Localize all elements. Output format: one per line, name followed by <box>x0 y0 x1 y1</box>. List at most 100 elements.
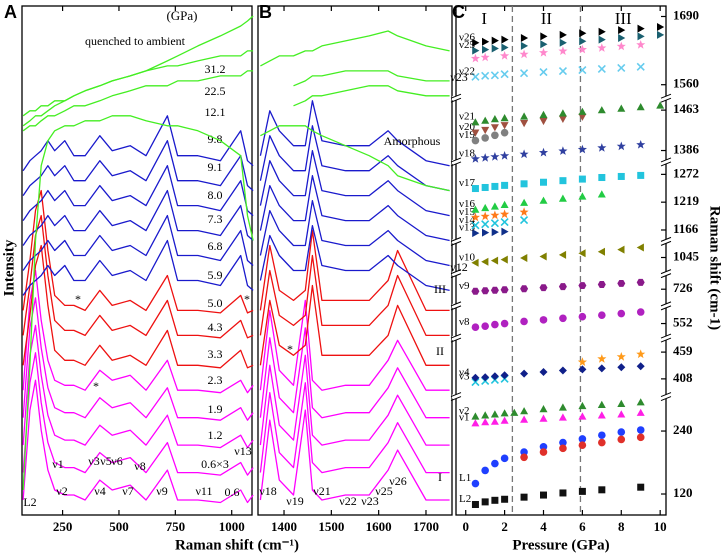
annotation: ν23 <box>361 494 378 508</box>
point <box>520 254 528 262</box>
point <box>538 147 549 157</box>
annotation: ν1 <box>52 457 63 471</box>
point <box>520 317 528 326</box>
point <box>481 466 489 475</box>
point <box>500 70 509 79</box>
point <box>559 177 567 185</box>
point <box>597 281 606 288</box>
point <box>471 479 480 488</box>
point <box>471 258 479 267</box>
axis-break-mark <box>450 333 462 343</box>
x-tick-label: 500 <box>109 519 129 534</box>
point <box>617 435 626 444</box>
point <box>510 408 519 416</box>
point <box>520 112 529 120</box>
axis-break <box>662 96 670 101</box>
spectrum-label: 1.9 <box>208 402 223 416</box>
point <box>578 249 586 258</box>
point <box>481 126 490 135</box>
spectrum-label: 9.1 <box>208 160 223 174</box>
point <box>578 487 586 495</box>
point <box>482 228 490 237</box>
point <box>636 349 646 359</box>
annotation: ν25 <box>375 484 392 498</box>
point <box>520 120 529 128</box>
phase-label: III <box>615 9 632 28</box>
y-tick-label: 459 <box>673 343 693 358</box>
point <box>578 107 587 115</box>
spectrum <box>259 100 450 167</box>
point <box>500 409 509 417</box>
point <box>636 433 645 442</box>
spectrum-label: 6.8 <box>208 239 223 253</box>
axis-break <box>452 96 460 101</box>
point <box>491 320 499 329</box>
point <box>480 153 490 162</box>
point <box>490 115 499 123</box>
point <box>471 287 480 295</box>
point <box>471 72 480 81</box>
spectrum <box>259 284 450 366</box>
point <box>491 182 499 190</box>
point <box>539 368 548 376</box>
point <box>500 209 510 219</box>
point <box>617 280 626 287</box>
point <box>636 243 644 252</box>
point <box>538 47 549 57</box>
x-tick-label: 1000 <box>219 519 245 534</box>
spectrum-label: 1.2 <box>208 428 223 442</box>
y-axis-title: Intensity <box>1 239 17 296</box>
annotation: ν19 <box>286 494 303 508</box>
point <box>472 229 480 238</box>
point <box>501 43 509 52</box>
series-label: ν2 <box>459 405 469 417</box>
point <box>636 426 645 434</box>
plot-frame <box>455 5 667 516</box>
spectrum-label: 4.3 <box>208 320 223 334</box>
panel-letter: A <box>4 2 17 22</box>
point <box>617 363 626 372</box>
point <box>539 252 547 261</box>
point <box>558 413 567 421</box>
series-label: ν20 <box>459 121 475 133</box>
point <box>618 34 626 42</box>
point <box>578 412 587 420</box>
point <box>617 63 626 72</box>
y-tick-label: 726 <box>673 280 693 295</box>
point <box>578 401 587 410</box>
spectrum <box>293 85 450 107</box>
point <box>500 122 509 130</box>
series-label: ν1 <box>459 412 469 424</box>
point <box>597 364 606 373</box>
point <box>480 211 490 221</box>
series-label: ν13 <box>459 222 475 234</box>
axis-break-mark <box>660 333 672 343</box>
series-label: ν18 <box>459 147 475 159</box>
point <box>471 412 480 420</box>
spectrum-label: 5.0 <box>208 296 223 310</box>
point <box>540 40 548 49</box>
point <box>558 403 567 411</box>
annotation: I <box>438 470 442 484</box>
point <box>559 489 567 497</box>
point <box>471 136 480 145</box>
point <box>520 198 529 206</box>
point <box>481 71 490 80</box>
point <box>558 109 567 117</box>
point <box>490 202 499 210</box>
point <box>617 309 626 318</box>
point <box>490 71 499 80</box>
axis-break-mark <box>450 392 462 402</box>
axis-break-mark <box>450 301 462 311</box>
point <box>490 124 499 132</box>
point <box>559 30 567 39</box>
plot-frame <box>257 5 453 516</box>
point <box>637 483 645 491</box>
axis-break-mark <box>450 236 462 246</box>
point <box>559 444 567 453</box>
point <box>636 278 645 286</box>
point <box>539 196 548 204</box>
point <box>500 416 509 424</box>
spectrum <box>22 214 254 271</box>
